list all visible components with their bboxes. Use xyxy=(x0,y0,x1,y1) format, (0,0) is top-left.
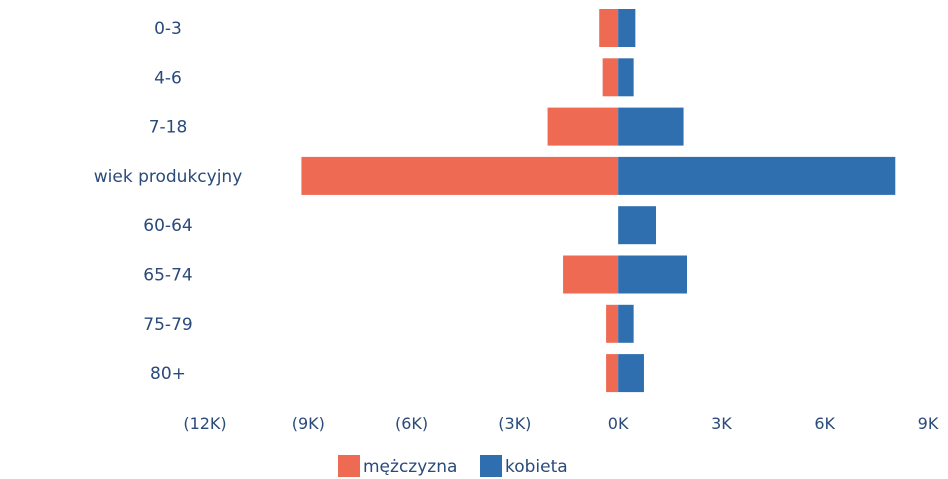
bar-male-7 xyxy=(606,354,619,393)
bar-male-3 xyxy=(301,156,619,195)
bar-male-6 xyxy=(606,304,619,343)
category-label-3: wiek produkcyjny xyxy=(94,167,243,187)
legend-swatch-male xyxy=(338,455,360,477)
x-tick-label-3: (3K) xyxy=(498,414,531,433)
category-label-5: 65-74 xyxy=(143,266,192,286)
bar-male-1 xyxy=(602,58,619,97)
category-label-0: 0-3 xyxy=(154,19,182,39)
x-axis-tick-labels: (12K) (9K) (6K) (3K) 0K 3K 6K 9K xyxy=(183,414,939,433)
bar-female-6 xyxy=(618,304,634,343)
bar-female-2 xyxy=(618,107,684,146)
category-labels: 0-3 4-6 7-18 wiek produkcyjny 60-64 65-74 75-7… xyxy=(94,19,243,384)
bar-male-5 xyxy=(563,255,619,294)
bar-female-1 xyxy=(618,58,634,97)
bar-female-0 xyxy=(618,9,636,47)
category-label-1: 4-6 xyxy=(154,68,182,88)
bar-female-4 xyxy=(618,206,657,245)
bars-group xyxy=(301,9,896,393)
x-tick-label-0: (12K) xyxy=(183,414,226,433)
x-tick-label-4: 0K xyxy=(608,414,629,433)
bar-male-0 xyxy=(599,9,619,47)
bar-female-5 xyxy=(618,255,687,294)
legend-label-female: kobieta xyxy=(505,457,568,477)
legend: mężczyzna kobieta xyxy=(338,455,568,477)
bar-male-2 xyxy=(547,107,619,146)
category-label-2: 7-18 xyxy=(149,118,188,138)
bar-female-3 xyxy=(618,156,896,195)
legend-swatch-female xyxy=(480,455,502,477)
x-tick-label-7: 9K xyxy=(918,414,939,433)
x-tick-label-1: (9K) xyxy=(292,414,325,433)
legend-label-male: mężczyzna xyxy=(363,457,457,477)
x-tick-label-5: 3K xyxy=(711,414,732,433)
x-tick-label-6: 6K xyxy=(814,414,835,433)
bar-female-7 xyxy=(618,354,644,393)
category-label-7: 80+ xyxy=(150,364,186,384)
category-label-6: 75-79 xyxy=(143,315,192,335)
category-label-4: 60-64 xyxy=(143,216,192,236)
x-tick-label-2: (6K) xyxy=(395,414,428,433)
